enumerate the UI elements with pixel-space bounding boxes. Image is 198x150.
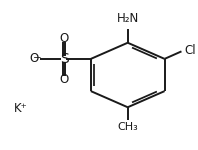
Text: O: O (30, 52, 39, 65)
Text: O: O (59, 32, 69, 45)
Text: −: − (33, 53, 42, 63)
Text: K⁺: K⁺ (14, 102, 28, 114)
Text: S: S (60, 52, 69, 66)
Text: H₂N: H₂N (117, 12, 139, 25)
Text: O: O (59, 73, 69, 86)
Text: Cl: Cl (184, 44, 196, 57)
Text: CH₃: CH₃ (117, 122, 138, 132)
